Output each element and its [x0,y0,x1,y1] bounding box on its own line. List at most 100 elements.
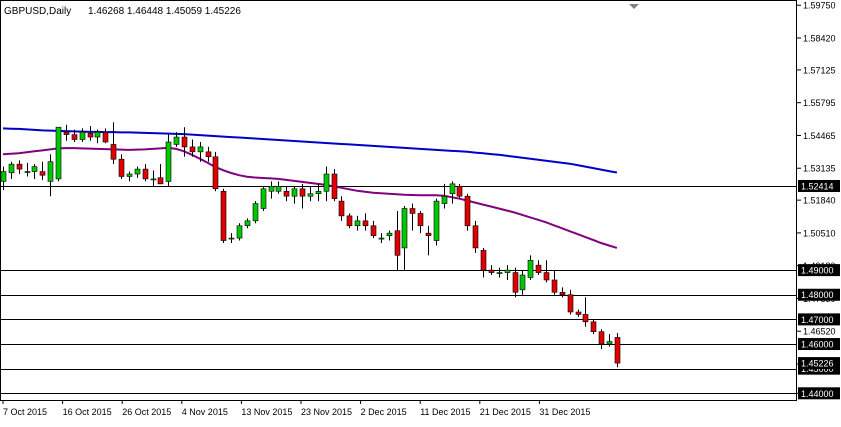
candle [307,186,314,202]
symbol-label: GBPUSD,Daily [4,6,71,17]
bear-candle-body [575,311,582,315]
candle [323,166,330,202]
bear-candle-body [425,232,432,236]
x-tick-label: 26 Oct 2015 [122,407,171,417]
bear-candle-body [582,314,589,323]
candle [535,260,542,276]
bull-candle-body [150,178,157,181]
candle [252,201,259,224]
candle [354,215,361,231]
bear-candle-body [456,186,463,197]
bull-candle-body [236,225,243,239]
bear-candle-body [614,337,621,364]
candle [260,186,267,211]
bear-candle-body [559,291,566,296]
candle [181,127,188,157]
bull-candle-body [504,269,511,273]
candle [118,154,125,179]
bull-candle-body [24,171,31,173]
candle [283,186,290,202]
candle [512,267,519,298]
y-tick-label: 1.50510 [803,228,836,238]
candle [236,223,243,241]
bear-candle-body [157,177,164,185]
candle [488,265,495,276]
y-tick-label: 1.59750 [803,1,836,11]
x-tick-label: 4 Nov 2015 [182,407,228,417]
candle [197,141,204,162]
bull-candle-body [126,173,133,177]
bear-candle-body [71,134,78,140]
candle [543,260,550,283]
candle [598,329,605,349]
time-axis[interactable]: 7 Oct 2015 16 Oct 2015 26 Oct 2015 4 Nov 20… [2,400,590,417]
bull-candle-body [378,237,385,240]
candle [268,181,275,199]
candle [449,181,456,204]
bear-candle-body [87,133,94,138]
bull-candle-body [386,232,393,236]
x-tick-label: 11 Dec 2015 [420,407,470,417]
bear-candle-body [189,146,196,153]
bear-candle-body [331,173,338,199]
candle [338,196,345,221]
candle [220,188,227,244]
candle [409,203,416,231]
candle [24,162,31,177]
ma-fast-line [2,146,618,249]
candle [228,233,235,244]
bear-candle-body [535,264,542,273]
candle [55,126,62,182]
bull-candle-body [244,220,251,227]
ohlc-label: 1.46268 1.46448 1.45059 1.45226 [88,6,241,17]
bear-candle-body [299,188,306,197]
candle [71,129,78,142]
level-price-box [798,387,840,400]
bull-candle-body [315,190,322,195]
bull-candle-body [165,141,172,182]
bull-candle-body [401,208,408,249]
candle [456,183,463,199]
level-price-label: 1.46000 [801,340,834,350]
candle [575,309,582,317]
current-price-label: 1.45226 [801,359,834,369]
level-price-box [798,179,840,192]
candle [165,134,172,187]
candle [31,164,38,179]
bear-candle-body [181,136,188,148]
bull-candle-body [275,186,282,192]
y-tick-label: 1.51840 [803,196,836,206]
candle [102,128,109,144]
bull-candle-body [260,188,267,209]
bull-candle-body [47,161,54,182]
candle [331,169,338,202]
price-axis[interactable]: 1.59750 1.58420 1.57125 1.55795 1.54465 1.531… [797,1,840,400]
y-tick-label: 1.53135 [803,164,836,174]
bear-candle-body [417,213,424,227]
chart-shift-marker-icon[interactable] [629,4,639,9]
level-price-label: 1.52414 [801,181,834,191]
bear-candle-body [480,250,487,271]
candle [472,220,479,253]
y-tick-label: 1.54465 [803,131,836,141]
current-price-box [798,357,840,370]
bear-candle-body [102,131,109,143]
bull-candle-body [268,186,275,192]
candle [39,161,46,181]
candle [8,161,15,179]
bull-candle-body [441,195,448,204]
bull-candle-body [519,274,526,291]
candle [441,183,448,209]
level-price-box [798,338,840,351]
candle [362,213,369,231]
level-price-label: 1.49000 [801,266,834,276]
candle [582,297,589,327]
bear-candle-body [338,200,345,217]
bull-candle-body [134,168,141,175]
candle [464,193,471,231]
bear-candle-body [283,190,290,197]
bear-candle-body [220,190,227,241]
bear-candle-body [464,195,471,227]
candle [480,247,487,278]
